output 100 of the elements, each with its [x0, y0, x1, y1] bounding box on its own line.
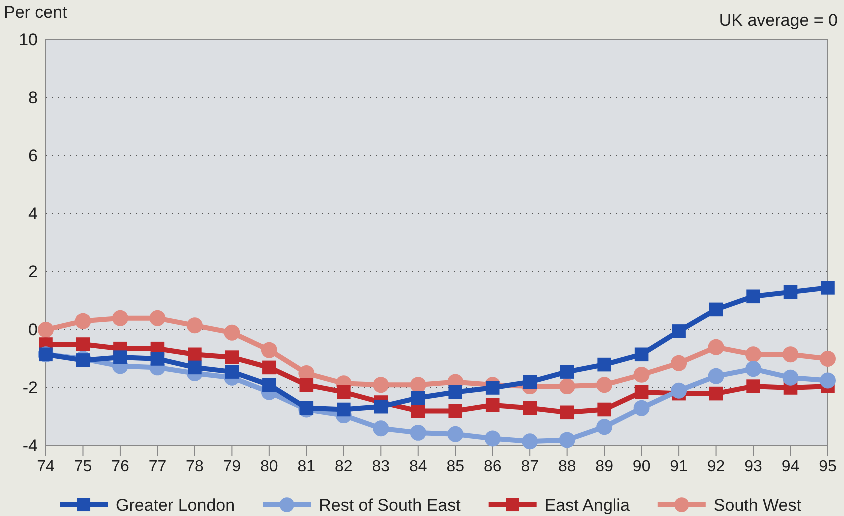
x-tick-label: 91	[670, 458, 688, 476]
legend-label: Greater London	[116, 496, 236, 515]
point	[225, 350, 240, 364]
point	[150, 310, 166, 326]
point	[150, 352, 165, 366]
point	[560, 406, 574, 420]
y-tick-label: 4	[28, 204, 38, 224]
point	[337, 402, 351, 417]
x-tick-label: 94	[782, 458, 800, 476]
point	[634, 400, 650, 416]
x-tick-label: 83	[372, 458, 390, 476]
x-tick-label: 74	[37, 458, 55, 476]
point	[374, 400, 388, 414]
x-tick-label: 78	[186, 458, 204, 476]
point	[671, 355, 688, 372]
point	[522, 434, 538, 450]
point	[820, 372, 836, 389]
point	[75, 313, 92, 330]
x-tick-label: 82	[335, 458, 353, 476]
point	[410, 377, 426, 394]
point	[76, 338, 90, 352]
x-tick-label: 89	[596, 458, 614, 476]
point	[560, 365, 574, 379]
point	[411, 391, 426, 406]
legend-label: South West	[714, 496, 802, 515]
point	[261, 342, 278, 358]
x-tick-label: 95	[819, 458, 837, 476]
point	[410, 424, 426, 441]
y-tick-label: -4	[22, 436, 38, 456]
point	[782, 370, 799, 386]
point	[746, 290, 760, 304]
x-tick-label: 90	[632, 458, 651, 476]
point	[746, 380, 760, 394]
x-tick-label: 77	[148, 458, 167, 476]
point	[634, 366, 650, 383]
x-tick-label: 93	[744, 458, 763, 476]
point	[596, 419, 613, 436]
point	[708, 339, 724, 356]
point	[708, 368, 724, 384]
point	[262, 360, 276, 375]
y-tick-label: 10	[19, 30, 38, 50]
y-tick-label: 6	[28, 146, 38, 166]
y-tick-label: 8	[28, 88, 38, 108]
point	[114, 350, 128, 364]
x-tick-label: 79	[223, 458, 242, 476]
point	[188, 360, 202, 375]
point	[596, 377, 613, 394]
x-tick-label: 87	[521, 458, 540, 476]
point	[300, 378, 314, 392]
point	[671, 382, 688, 399]
x-tick-label: 80	[260, 458, 278, 476]
legend-label: East Anglia	[544, 496, 630, 515]
text: UK average = 0	[719, 11, 838, 30]
point	[709, 302, 724, 317]
y-tick-label: -2	[22, 378, 38, 398]
y-tick-label: 0	[28, 320, 38, 340]
point	[784, 285, 798, 300]
point	[634, 385, 649, 400]
point	[373, 377, 390, 394]
point	[523, 375, 537, 390]
point	[486, 398, 500, 412]
point	[523, 401, 537, 416]
point	[820, 351, 836, 367]
x-tick-label: 75	[74, 458, 92, 476]
point	[634, 348, 649, 362]
x-tick-label: 88	[558, 458, 576, 476]
x-tick-label: 84	[409, 458, 428, 476]
x-tick-label: 81	[298, 458, 316, 476]
point	[225, 365, 240, 379]
y-tick-label: 2	[28, 262, 38, 282]
point	[411, 404, 426, 418]
point	[598, 402, 612, 417]
x-tick-label: 76	[112, 458, 130, 476]
point	[224, 324, 240, 341]
point	[186, 318, 203, 334]
legend-label: Rest of South East	[319, 496, 462, 515]
point	[559, 378, 576, 395]
point	[672, 324, 686, 338]
point	[448, 404, 463, 418]
point	[559, 432, 576, 448]
x-tick-label: 86	[484, 458, 502, 476]
point	[709, 386, 724, 401]
x-tick-label: 85	[446, 458, 465, 476]
point	[188, 348, 202, 362]
point	[746, 346, 762, 363]
point	[38, 322, 54, 338]
x-tick-label: 92	[707, 458, 726, 476]
y-axis-title: Per cent	[4, 3, 68, 22]
point	[598, 358, 612, 372]
point	[821, 281, 835, 295]
point	[337, 385, 351, 400]
point	[448, 385, 463, 400]
point	[112, 310, 128, 326]
point	[486, 381, 500, 395]
point	[373, 420, 390, 437]
point	[782, 346, 799, 363]
point	[262, 378, 276, 392]
point	[448, 426, 464, 442]
point	[746, 361, 762, 378]
point	[484, 430, 501, 447]
